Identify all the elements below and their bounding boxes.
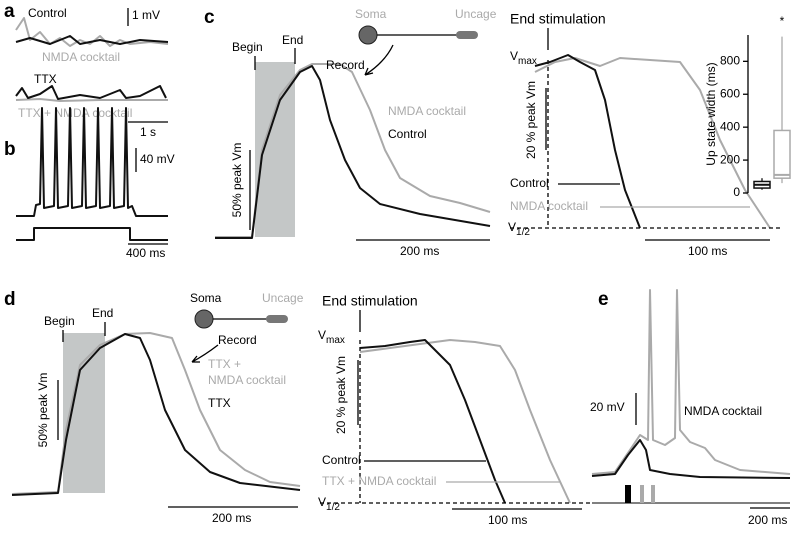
trace [591,439,791,479]
uncage-site [456,31,478,39]
label: NMDA cocktail [42,50,120,64]
label: End stimulation [322,293,418,309]
label: TTX [208,396,231,410]
label: 1/2 [516,227,530,238]
label: End [92,306,113,320]
label: TTX + NMDA cocktail [322,474,436,488]
label: End [282,33,303,47]
label: max [326,335,345,346]
label: NMDA cocktail [510,199,588,213]
label: Record [326,58,365,72]
box [773,129,791,179]
trace [11,332,301,495]
trace [11,333,301,496]
soma [194,309,214,329]
label: Uncage [455,7,497,21]
label: Control [510,176,549,190]
label: 400 ms [126,246,165,260]
trace [534,54,641,229]
stimulus [640,485,644,503]
label: TTX + NMDA cocktail [18,106,132,120]
label: Soma [355,7,387,21]
trace [16,227,168,241]
y-tick-label: 600 [720,86,740,100]
panel-label: e [598,289,609,310]
trace [215,65,491,239]
label: V [318,495,326,509]
panel-label: b [4,139,16,160]
soma [358,25,378,45]
label: 100 ms [488,513,527,527]
label: Begin [44,314,75,328]
label: Control [28,6,67,20]
stimulus [625,485,631,503]
label: 200 ms [212,511,251,525]
label: V [510,49,518,63]
label: 40 mV [140,152,175,166]
label: TTX [34,72,57,86]
arrow [191,344,219,363]
trace [15,98,168,102]
axis-label: 20 % peak Vm [334,356,348,434]
y-tick-label: 0 [733,185,740,199]
y-tick-label: 200 [720,152,740,166]
label: Begin [232,40,263,54]
panel-label: a [4,1,15,22]
label: Vmax [318,328,345,345]
label: TTX + [208,357,241,371]
y-tick-label: 800 [720,54,740,68]
label: 20 mV [590,400,625,414]
panel-label: c [204,7,215,28]
label: V1/2 [508,220,530,237]
label: 1 s [140,125,156,139]
label: V1/2 [318,495,340,512]
axis-label: Up state width (ms) [704,62,718,165]
label: NMDA cocktail [208,373,286,387]
label: 100 ms [688,244,727,258]
trace [215,63,491,238]
label: 1/2 [326,502,340,513]
label: 1 mV [132,8,160,22]
axis-label: 50% peak Vm [230,143,244,218]
label: Control [388,127,427,141]
label: V [508,220,516,234]
trace [16,107,168,217]
stimulus [651,485,655,503]
annotation: * [780,14,785,28]
label: max [518,56,537,67]
label: Record [218,333,257,347]
trace [15,85,167,100]
y-tick-label: 400 [720,119,740,133]
arrow [364,44,394,76]
label: Soma [190,291,222,305]
label: Vmax [510,49,537,66]
label: 200 ms [748,513,787,527]
trace [591,289,791,475]
axis-label: 50% peak Vm [36,373,50,448]
trace [359,339,506,504]
trace [534,57,771,229]
label: NMDA cocktail [388,104,466,118]
label: End stimulation [510,11,606,27]
label: V [318,328,326,342]
label: Control [322,453,361,467]
label: 200 ms [400,244,439,258]
label: NMDA cocktail [684,404,762,418]
axis-label: 20 % peak Vm [524,81,538,159]
trace [15,35,169,45]
label: Uncage [262,291,304,305]
trace [359,339,571,504]
panel-label: d [4,289,16,310]
uncage-site [266,315,288,323]
